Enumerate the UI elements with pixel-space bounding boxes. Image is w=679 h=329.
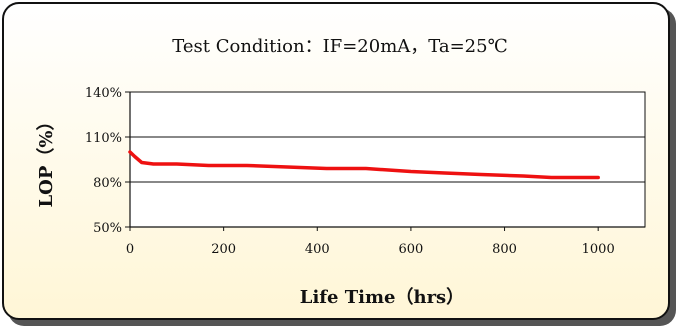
- y-tick-label: 110%: [85, 131, 122, 146]
- x-tick-label: 800: [492, 242, 517, 257]
- x-tick-label: 600: [398, 242, 423, 257]
- series-layer: [128, 150, 600, 180]
- x-tick-label: 200: [211, 242, 236, 257]
- axes: [125, 91, 645, 231]
- x-axis-label: Life Time（hrs）: [300, 287, 464, 308]
- chart-title: Test Condition：IF=20mA，Ta=25℃: [172, 36, 507, 57]
- y-tick-label: 80%: [93, 176, 122, 191]
- x-tick-label: 1000: [582, 242, 615, 257]
- series-line-lop: [128, 150, 600, 180]
- plot-area: [129, 91, 646, 228]
- y-tick-label: 140%: [85, 86, 122, 101]
- tick-labels: 140% 110% 80% 50% 0 200 400 600 800 1000: [85, 86, 615, 257]
- y-tick-label: 50%: [93, 221, 122, 236]
- x-tick-label: 400: [305, 242, 330, 257]
- y-axis-label: LOP（%）: [36, 113, 57, 208]
- x-tick-label: 0: [126, 242, 134, 257]
